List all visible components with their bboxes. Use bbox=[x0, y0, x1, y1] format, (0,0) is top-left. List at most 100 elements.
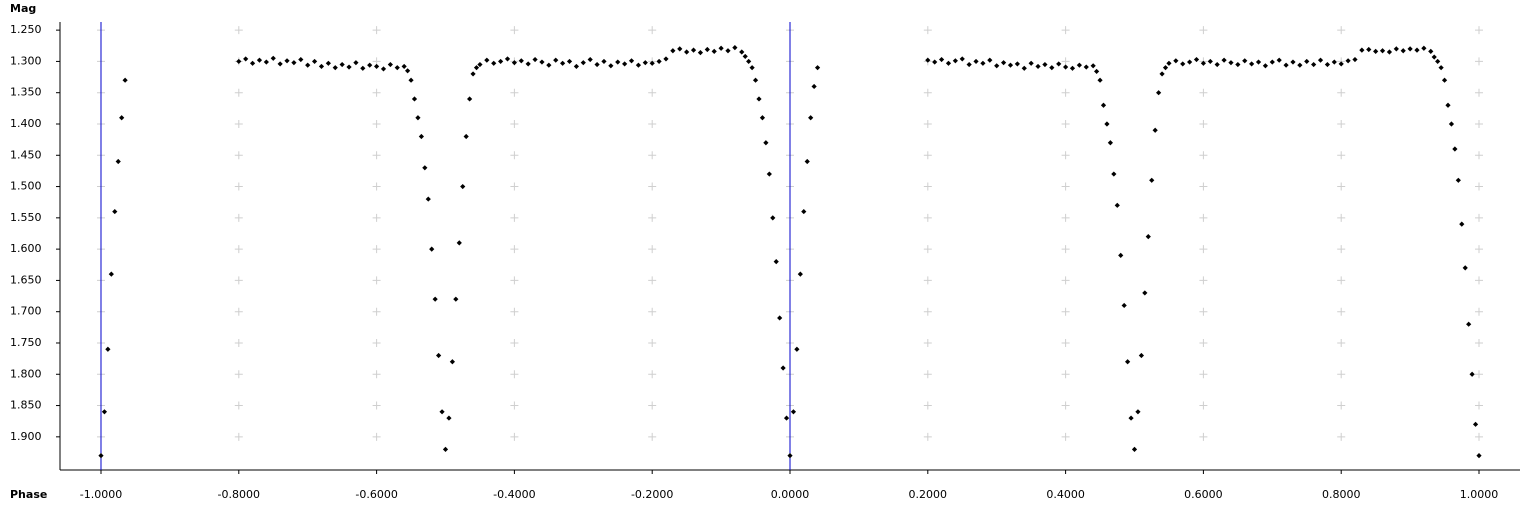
data-point bbox=[1111, 171, 1117, 177]
data-point bbox=[473, 65, 480, 71]
data-point bbox=[263, 59, 269, 65]
data-point bbox=[1056, 61, 1062, 67]
data-point bbox=[1262, 63, 1269, 69]
data-point bbox=[1149, 177, 1155, 183]
y-tick-label: 1.750 bbox=[10, 336, 42, 349]
data-point bbox=[925, 57, 931, 63]
data-point bbox=[1159, 71, 1165, 77]
data-point bbox=[697, 50, 704, 56]
data-point bbox=[1142, 290, 1148, 296]
grid-cross bbox=[234, 432, 243, 441]
data-point bbox=[670, 48, 676, 54]
data-point bbox=[1455, 177, 1461, 183]
grid-cross bbox=[1337, 401, 1346, 410]
data-point bbox=[973, 58, 979, 65]
data-point bbox=[1128, 415, 1134, 421]
data-point bbox=[573, 63, 580, 70]
data-point bbox=[1276, 57, 1282, 63]
x-tick-label: 0.6000 bbox=[1184, 488, 1223, 501]
grid-cross bbox=[1061, 182, 1070, 191]
data-point bbox=[1083, 64, 1089, 70]
data-point bbox=[1469, 371, 1475, 377]
data-point bbox=[690, 47, 697, 53]
data-point bbox=[411, 96, 418, 102]
data-point bbox=[1373, 48, 1379, 55]
grid-cross bbox=[1475, 88, 1483, 97]
data-point bbox=[1180, 61, 1186, 67]
data-point bbox=[1125, 359, 1131, 365]
grid-cross bbox=[1061, 119, 1070, 128]
grid-cross bbox=[648, 26, 657, 35]
data-point bbox=[1431, 54, 1437, 60]
x-tick-label: 0.0000 bbox=[771, 488, 810, 501]
data-point bbox=[1311, 61, 1317, 68]
data-point bbox=[1379, 48, 1386, 54]
data-point bbox=[387, 61, 393, 68]
data-point bbox=[966, 61, 972, 68]
data-point bbox=[418, 133, 424, 140]
grid-cross bbox=[648, 276, 657, 285]
data-point bbox=[1193, 56, 1200, 63]
data-point bbox=[1014, 61, 1020, 67]
y-tick-label: 1.600 bbox=[10, 242, 42, 255]
grid-cross bbox=[1061, 88, 1070, 97]
data-point bbox=[446, 415, 452, 421]
grid-cross bbox=[1061, 57, 1070, 66]
grid-cross bbox=[1475, 338, 1483, 347]
grid-cross bbox=[1337, 307, 1346, 316]
data-point bbox=[938, 56, 945, 63]
data-point bbox=[1090, 63, 1096, 69]
grid-cross bbox=[234, 151, 243, 160]
data-point bbox=[615, 59, 621, 65]
grid-cross bbox=[372, 307, 381, 316]
data-point bbox=[553, 57, 559, 63]
grid-cross bbox=[372, 338, 381, 347]
data-point bbox=[1156, 90, 1162, 96]
grid-cross bbox=[510, 245, 519, 254]
data-point bbox=[311, 58, 318, 65]
data-point bbox=[1138, 352, 1144, 359]
data-point bbox=[1107, 140, 1113, 146]
data-point bbox=[432, 296, 438, 302]
grid-cross bbox=[234, 213, 243, 222]
grid-cross bbox=[510, 370, 519, 379]
grid-cross bbox=[1199, 245, 1208, 254]
grid-cross bbox=[1475, 245, 1483, 254]
grid-cross bbox=[648, 88, 657, 97]
data-point bbox=[608, 63, 614, 69]
data-point bbox=[546, 62, 552, 68]
data-point bbox=[1366, 46, 1372, 53]
grid-cross bbox=[234, 276, 243, 285]
data-point bbox=[1166, 60, 1172, 66]
data-point bbox=[456, 240, 462, 246]
data-point bbox=[594, 61, 600, 68]
data-point bbox=[1200, 60, 1207, 66]
grid-cross bbox=[1475, 370, 1483, 379]
data-point bbox=[663, 56, 669, 62]
grid-cross bbox=[1061, 151, 1070, 160]
data-point bbox=[987, 57, 993, 63]
x-tick-label: -1.0000 bbox=[80, 488, 122, 501]
y-tick-label: 1.300 bbox=[10, 54, 42, 67]
grid-cross bbox=[1061, 338, 1070, 347]
data-point bbox=[704, 46, 710, 53]
data-point bbox=[115, 158, 121, 165]
data-point bbox=[460, 183, 466, 190]
grid-cross bbox=[1061, 245, 1070, 254]
grid-cross bbox=[1199, 370, 1208, 379]
y-tick-label: 1.850 bbox=[10, 399, 42, 412]
data-point bbox=[408, 77, 414, 83]
data-point bbox=[108, 271, 114, 277]
x-tick-label: -0.2000 bbox=[631, 488, 673, 501]
data-point bbox=[749, 65, 755, 71]
data-point bbox=[346, 64, 352, 70]
grid-cross bbox=[1199, 307, 1208, 316]
data-point bbox=[780, 365, 786, 371]
data-point bbox=[1235, 61, 1241, 68]
data-point bbox=[1304, 58, 1310, 65]
grid-cross bbox=[372, 151, 381, 160]
grid-cross bbox=[1199, 276, 1208, 285]
data-point bbox=[1114, 202, 1120, 208]
